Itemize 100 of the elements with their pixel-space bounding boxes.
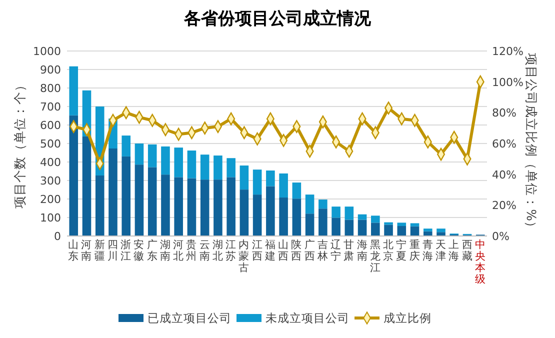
x-tick-label: 安徽: [134, 238, 145, 262]
x-tick-label: 山西: [278, 238, 290, 262]
bar: [161, 174, 170, 236]
x-tick-label: 海南: [356, 239, 368, 262]
bar: [148, 144, 157, 168]
bar: [266, 186, 275, 236]
x-tick-label: 辽宁: [330, 239, 342, 262]
bar: [161, 146, 170, 175]
bar: [436, 232, 446, 236]
bar: [292, 198, 302, 236]
bar: [148, 167, 157, 236]
x-tick-label: 新疆: [94, 238, 106, 262]
bar: [187, 178, 196, 236]
bar: [318, 208, 328, 236]
bar: [252, 170, 262, 195]
x-tick-label: 贵州: [186, 238, 198, 262]
x-tick-label: 上海: [448, 238, 460, 262]
legend-label: 已成立项目公司: [148, 311, 232, 325]
bar: [305, 214, 314, 236]
bar: [292, 182, 302, 199]
x-tick-label: 西藏: [462, 239, 473, 262]
bar: [226, 177, 236, 236]
x-tick-label: 福建: [264, 238, 276, 262]
y2-tick-label: 40%: [492, 168, 516, 182]
x-tick-label: 陕西: [291, 239, 302, 262]
bar: [134, 164, 144, 236]
bar: [200, 154, 210, 180]
y-tick-label: 400: [40, 156, 61, 169]
x-tick-label: 江西: [252, 239, 263, 262]
y2-axis-title: 项目公司成立比例（单位：%）: [524, 53, 539, 234]
bar: [187, 150, 196, 178]
bar: [279, 173, 288, 198]
y-tick-label: 200: [40, 193, 61, 206]
legend-label: 成立比例: [384, 311, 432, 325]
bar: [95, 176, 104, 236]
bar: [371, 222, 380, 236]
bar: [305, 194, 314, 214]
bar: [200, 180, 210, 236]
x-tick-label: 湖南: [160, 239, 171, 262]
x-tick-label: 吉林: [316, 238, 328, 262]
x-tick-label: 重庆: [409, 238, 420, 262]
y-tick-label: 800: [40, 82, 61, 95]
x-tick-label: 青海: [422, 238, 434, 262]
bar: [266, 170, 275, 186]
x-tick-label: 广东: [146, 238, 158, 262]
bar: [358, 214, 367, 220]
bar: [134, 144, 144, 165]
x-tick-label: 山东: [68, 238, 80, 262]
x-tick-label: 广西: [304, 238, 316, 262]
bar: [214, 180, 222, 236]
bar: [69, 66, 78, 116]
chart-title: 各省份项目公司成立情况: [183, 9, 372, 29]
y-tick-label: 1000: [33, 45, 61, 58]
y-tick-label: 600: [40, 119, 61, 132]
x-tick-label: 内蒙古: [238, 238, 250, 274]
bar: [397, 226, 406, 236]
bar: [240, 190, 249, 236]
bar: [344, 206, 354, 220]
y2-tick-label: 100%: [492, 76, 524, 89]
bar: [69, 115, 78, 236]
y2-tick-label: 20%: [492, 199, 516, 212]
x-tick-label: 江苏: [226, 239, 237, 262]
bar: [122, 156, 131, 236]
bar: [252, 194, 262, 236]
bar: [122, 136, 131, 156]
bar: [214, 156, 222, 180]
legend-label: 未成立项目公司: [266, 311, 350, 325]
bar: [174, 177, 183, 236]
bar: [240, 166, 249, 190]
bar: [82, 136, 92, 236]
bar: [332, 206, 340, 218]
y-tick-label: 900: [40, 64, 61, 76]
y2-tick-label: 60%: [492, 138, 516, 150]
x-tick-label: 中央本级: [474, 238, 486, 286]
x-tick-label: 云南: [199, 239, 210, 262]
x-tick-label: 黑龙江: [370, 239, 381, 274]
y2-tick-label: 120%: [492, 45, 524, 58]
x-tick-label: 浙江: [120, 238, 132, 262]
y-tick-label: 100: [40, 212, 61, 224]
bar: [423, 228, 432, 232]
bar: [371, 216, 380, 223]
y-tick-label: 300: [40, 174, 61, 188]
x-tick-label: 宁夏: [396, 238, 408, 262]
bar: [226, 158, 236, 178]
x-tick-label: 湖北: [212, 239, 224, 262]
y-tick-label: 500: [40, 138, 61, 150]
x-tick-label: 天津: [436, 239, 447, 262]
bar: [344, 220, 354, 236]
x-tick-label: 河北: [173, 239, 184, 262]
bar: [410, 226, 420, 236]
x-tick-label: 河南: [81, 239, 92, 262]
x-tick-label: 北京: [383, 238, 394, 262]
bar: [174, 148, 183, 178]
bar: [397, 222, 406, 226]
y-tick-label: 700: [40, 100, 61, 114]
y2-tick-label: 80%: [492, 106, 516, 120]
bar: [410, 223, 420, 226]
bar: [332, 218, 340, 236]
bar: [108, 148, 118, 236]
bar: [384, 224, 393, 236]
